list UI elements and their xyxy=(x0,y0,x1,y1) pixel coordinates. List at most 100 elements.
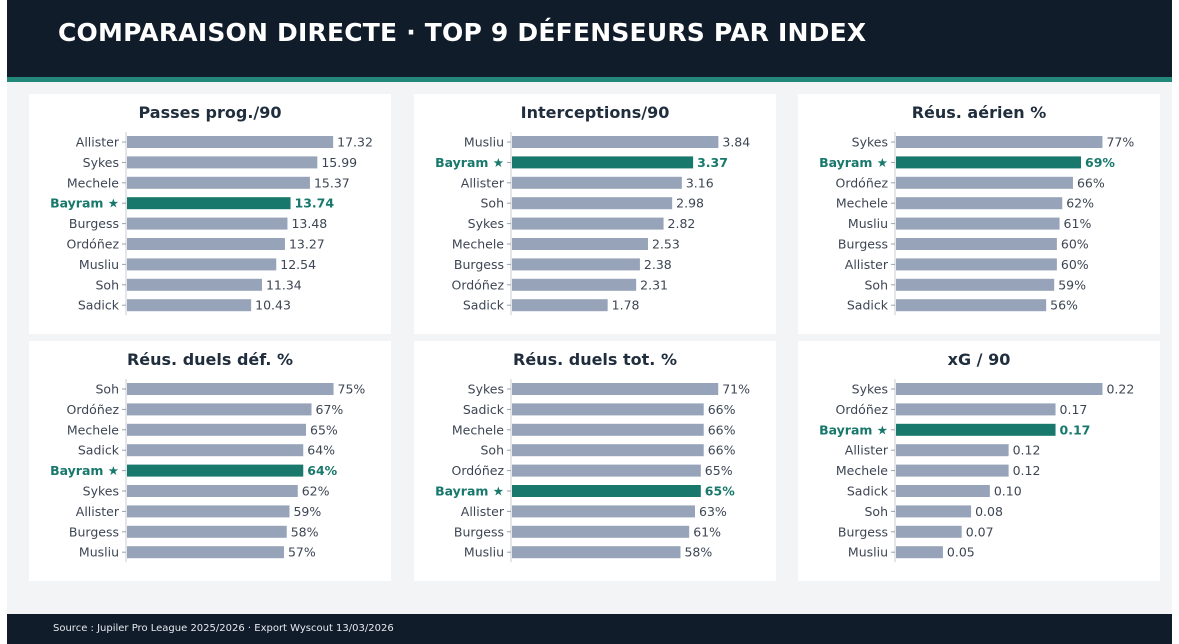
bar-highlight xyxy=(512,156,694,169)
value-label: 67% xyxy=(316,402,344,417)
value-label: 2.38 xyxy=(644,257,672,272)
bar xyxy=(512,423,704,436)
bar-chart-1: Passes prog./90 Allister 17.32 Sykes 15.99 Me… xyxy=(50,103,373,316)
category-label: Bayram ★ xyxy=(819,422,888,437)
bar xyxy=(127,136,334,148)
value-label: 65% xyxy=(705,463,733,478)
bar xyxy=(127,546,284,559)
bar xyxy=(512,525,690,538)
bar xyxy=(896,525,962,538)
value-label: 59% xyxy=(1058,277,1086,292)
category-label: Mechele xyxy=(452,237,504,252)
category-label: Mechele xyxy=(452,422,504,437)
value-label: 0.10 xyxy=(994,484,1022,499)
value-label: 57% xyxy=(288,545,316,560)
category-label: Ordóñez xyxy=(451,277,504,292)
category-label: Soh xyxy=(864,277,888,292)
value-label: 3.84 xyxy=(722,135,750,150)
category-label: Allister xyxy=(845,257,889,272)
value-label: 56% xyxy=(1050,298,1078,313)
bar xyxy=(512,403,704,416)
category-label: Soh xyxy=(480,443,504,458)
category-label: Allister xyxy=(845,443,889,458)
bar xyxy=(512,217,664,230)
value-label: 11.34 xyxy=(266,277,302,292)
bar xyxy=(896,464,1009,477)
bar-highlight xyxy=(512,485,701,497)
category-label: Allister xyxy=(76,135,120,150)
category-label: Sadick xyxy=(463,298,505,313)
value-label: 65% xyxy=(705,484,735,499)
bar xyxy=(127,238,285,250)
category-label: Sadick xyxy=(463,402,505,417)
bar xyxy=(896,299,1047,312)
category-label: Musliu xyxy=(464,135,504,150)
chart-title: Réus. aérien % xyxy=(912,103,1047,122)
bar xyxy=(127,505,290,518)
bar-highlight xyxy=(896,423,1056,436)
category-label: Sadick xyxy=(78,443,120,458)
bar xyxy=(896,505,972,518)
category-label: Musliu xyxy=(848,216,888,231)
category-label: Soh xyxy=(95,382,119,397)
category-label: Bayram ★ xyxy=(50,196,119,211)
chart-title: xG / 90 xyxy=(948,350,1011,369)
value-label: 71% xyxy=(722,382,750,397)
page-title: COMPARAISON DIRECTE · TOP 9 DÉFENSEURS P… xyxy=(58,18,867,47)
header-accent-line xyxy=(7,77,1172,82)
source-note: Source : Jupiler Pro League 2025/2026 · … xyxy=(53,623,394,634)
category-label: Burgess xyxy=(454,524,504,539)
value-label: 0.12 xyxy=(1013,463,1041,478)
value-label: 75% xyxy=(338,382,366,397)
bar xyxy=(512,197,673,210)
bar xyxy=(512,278,637,291)
category-label: Allister xyxy=(461,504,505,519)
value-label: 13.74 xyxy=(295,196,335,211)
value-label: 77% xyxy=(1106,135,1134,150)
value-label: 0.17 xyxy=(1060,402,1088,417)
bar xyxy=(127,403,312,416)
category-label: Bayram ★ xyxy=(819,155,888,170)
value-label: 2.82 xyxy=(668,216,696,231)
category-label: Soh xyxy=(864,504,888,519)
value-label: 66% xyxy=(708,402,736,417)
value-label: 69% xyxy=(1085,155,1115,170)
bar xyxy=(127,258,277,271)
bar xyxy=(512,136,719,148)
bar xyxy=(127,383,334,395)
value-label: 0.08 xyxy=(975,504,1003,519)
chart-panel-4: Réus. duels déf. % Soh 75% Ordóñez 67% Mechel… xyxy=(29,341,391,581)
category-label: Burgess xyxy=(838,237,888,252)
bar xyxy=(896,217,1060,230)
bar xyxy=(896,238,1057,250)
bar xyxy=(512,238,648,250)
value-label: 63% xyxy=(699,504,727,519)
bar xyxy=(127,423,307,436)
bar xyxy=(127,156,318,169)
bar xyxy=(512,176,682,189)
category-label: Soh xyxy=(95,277,119,292)
category-label: Bayram ★ xyxy=(50,463,119,478)
bar xyxy=(127,444,304,457)
value-label: 64% xyxy=(307,443,335,458)
chart-panel-1: Passes prog./90 Allister 17.32 Sykes 15.99 Me… xyxy=(29,94,391,334)
value-label: 1.78 xyxy=(612,298,640,313)
chart-title: Passes prog./90 xyxy=(138,103,281,122)
bar xyxy=(127,485,298,497)
category-label: Mechele xyxy=(67,422,119,437)
bar xyxy=(127,278,262,291)
bar xyxy=(127,217,288,230)
bar-highlight xyxy=(896,156,1082,169)
category-label: Ordóñez xyxy=(66,237,119,252)
header-bar xyxy=(7,0,1172,77)
value-label: 0.22 xyxy=(1106,382,1134,397)
value-label: 58% xyxy=(684,545,712,560)
value-label: 66% xyxy=(1077,175,1105,190)
value-label: 61% xyxy=(693,524,721,539)
footer-bar: Source : Jupiler Pro League 2025/2026 · … xyxy=(7,614,1172,644)
category-label: Burgess xyxy=(454,257,504,272)
value-label: 2.98 xyxy=(676,196,704,211)
value-label: 61% xyxy=(1064,216,1092,231)
bar-chart-3: Réus. aérien % Sykes 77% Bayram ★ 69% Ordóñez… xyxy=(819,103,1134,316)
value-label: 3.37 xyxy=(697,155,728,170)
